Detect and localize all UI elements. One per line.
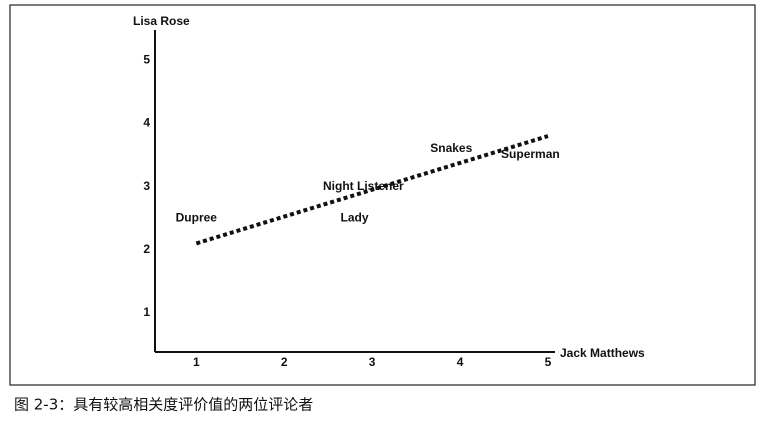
point-label: Night Listener	[323, 179, 404, 193]
x-axis-label: Jack Matthews	[560, 346, 645, 360]
x-tick-label: 5	[545, 355, 552, 369]
y-tick-label: 1	[143, 305, 150, 319]
point-label: Superman	[501, 147, 560, 161]
point-label: Dupree	[176, 210, 218, 224]
y-tick-label: 3	[143, 179, 150, 193]
point-label: Snakes	[430, 141, 472, 155]
frame	[9, 4, 756, 386]
y-tick-label: 4	[143, 116, 150, 130]
y-axis-label: Lisa Rose	[133, 14, 190, 28]
x-tick-label: 1	[193, 355, 200, 369]
x-tick-label: 3	[369, 355, 376, 369]
y-tick-label: 2	[143, 242, 150, 256]
point-label: Lady	[341, 210, 369, 224]
x-tick-label: 4	[457, 355, 464, 369]
x-tick-label: 2	[281, 355, 288, 369]
trend-line	[195, 134, 549, 246]
caption: 图 2-3：具有较高相关度评价值的两位评论者	[14, 396, 313, 414]
y-tick-label: 5	[143, 52, 150, 66]
